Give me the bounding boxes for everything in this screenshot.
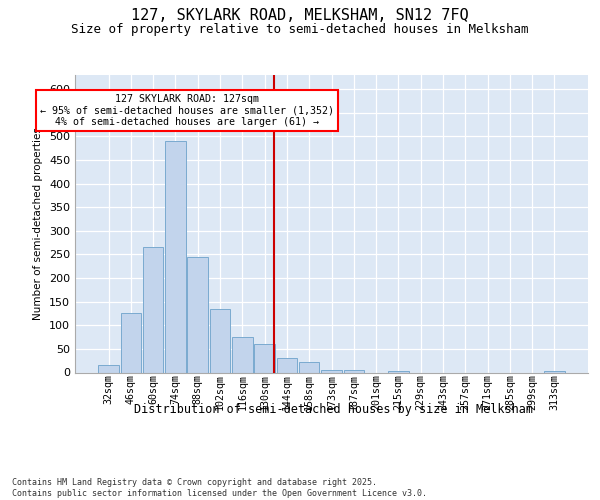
Bar [544, 371, 565, 372]
Bar [210, 308, 230, 372]
Bar [232, 337, 253, 372]
Bar [299, 362, 319, 372]
Bar [388, 371, 409, 372]
Text: 127 SKYLARK ROAD: 127sqm
← 95% of semi-detached houses are smaller (1,352)
4% of: 127 SKYLARK ROAD: 127sqm ← 95% of semi-d… [40, 94, 334, 127]
Text: Distribution of semi-detached houses by size in Melksham: Distribution of semi-detached houses by … [134, 402, 533, 415]
Text: Contains HM Land Registry data © Crown copyright and database right 2025.
Contai: Contains HM Land Registry data © Crown c… [12, 478, 427, 498]
Bar [187, 257, 208, 372]
Bar [165, 141, 186, 372]
Bar [121, 314, 141, 372]
Bar [344, 370, 364, 372]
Bar [254, 344, 275, 372]
Bar [98, 366, 119, 372]
Bar [321, 370, 342, 372]
Y-axis label: Number of semi-detached properties: Number of semi-detached properties [34, 128, 43, 320]
Bar [143, 248, 163, 372]
Text: Size of property relative to semi-detached houses in Melksham: Size of property relative to semi-detach… [71, 22, 529, 36]
Text: 127, SKYLARK ROAD, MELKSHAM, SN12 7FQ: 127, SKYLARK ROAD, MELKSHAM, SN12 7FQ [131, 8, 469, 22]
Bar [277, 358, 297, 372]
